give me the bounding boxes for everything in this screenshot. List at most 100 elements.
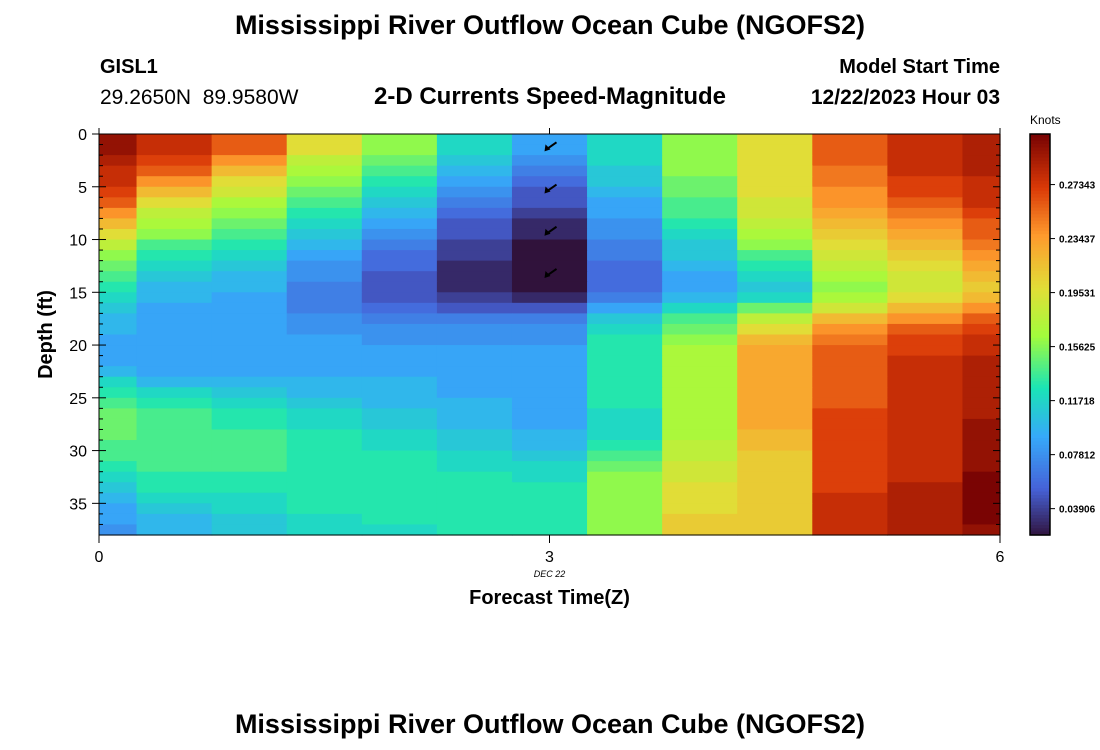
colorbar-segment — [1030, 150, 1050, 155]
heatmap-cell — [887, 345, 964, 357]
heatmap-cell — [887, 228, 964, 241]
y-tick-label: 5 — [78, 180, 87, 197]
heatmap-cell — [211, 323, 288, 336]
heatmap-cell — [436, 461, 513, 473]
colorbar-segment — [1030, 327, 1050, 332]
colorbar-segment — [1030, 184, 1050, 189]
heatmap-cell — [511, 134, 588, 146]
heatmap-cell — [662, 144, 738, 156]
heatmap-cell — [511, 492, 588, 504]
heatmap-cell — [99, 366, 138, 378]
heatmap-cell — [662, 513, 738, 526]
heatmap-cell — [286, 397, 363, 409]
colorbar-segment — [1030, 271, 1050, 275]
heatmap-cell — [211, 482, 288, 494]
heatmap-cell — [511, 450, 588, 462]
colorbar-tick-label: 0.03906 — [1059, 505, 1096, 516]
heatmap-cell — [211, 492, 288, 504]
heatmap-cell — [587, 228, 663, 241]
y-tick-label: 10 — [69, 233, 87, 250]
heatmap-cell — [812, 292, 888, 304]
heatmap-cell — [436, 450, 513, 462]
colorbar-segment — [1030, 264, 1050, 269]
heatmap-cell — [587, 482, 663, 494]
heatmap-cell — [962, 323, 1001, 336]
heatmap-cell — [587, 429, 663, 441]
heatmap-cell — [436, 302, 513, 314]
heatmap-cell — [136, 387, 213, 399]
heatmap-cell — [962, 524, 1001, 536]
heatmap-cell — [286, 492, 363, 504]
heatmap-cell — [361, 271, 438, 283]
heatmap-cell — [737, 292, 813, 304]
heatmap-cell — [662, 260, 738, 272]
heatmap-cell — [662, 408, 738, 420]
heatmap-cell — [587, 239, 663, 251]
heatmap-cell — [887, 366, 964, 378]
heatmap-cell — [99, 250, 138, 262]
heatmap-cell — [361, 165, 438, 177]
heatmap-cell — [211, 281, 288, 293]
heatmap-cell — [511, 250, 588, 262]
heatmap-cell — [812, 418, 888, 431]
colorbar-segment — [1030, 531, 1050, 536]
heatmap-cell — [887, 492, 964, 504]
heatmap-cell — [812, 155, 888, 167]
heatmap-cell — [511, 218, 588, 230]
heatmap-cell — [887, 503, 964, 515]
heatmap-cell — [436, 197, 513, 209]
heatmap-cell — [962, 176, 1001, 188]
heatmap-cell — [361, 387, 438, 399]
heatmap-cell — [286, 524, 363, 536]
heatmap-cell — [662, 376, 738, 388]
colorbar-segment — [1030, 438, 1050, 443]
heatmap-cell — [812, 334, 888, 346]
x-date-label: DEC 22 — [534, 569, 566, 579]
heatmap-cell — [436, 250, 513, 262]
colorbar-segment — [1030, 341, 1050, 346]
heatmap-cell — [887, 471, 964, 483]
heatmap-cell — [812, 513, 888, 526]
heatmap-cell — [99, 302, 138, 314]
colorbar-segment — [1030, 387, 1050, 392]
colorbar-segment — [1030, 267, 1050, 272]
y-tick-label: 15 — [69, 285, 87, 302]
station-id: GISL1 — [100, 56, 158, 78]
heatmap-cell — [737, 366, 813, 378]
heatmap-cell — [361, 461, 438, 473]
heatmap-cell — [587, 271, 663, 283]
heatmap-cell — [962, 461, 1001, 473]
heatmap-cell — [436, 292, 513, 304]
heatmap-cell — [211, 239, 288, 251]
heatmap-cell — [737, 228, 813, 241]
heatmap-cell — [136, 207, 213, 220]
heatmap-cell — [286, 366, 363, 378]
heatmap-cell — [812, 492, 888, 504]
heatmap-cell — [887, 429, 964, 441]
heatmap-cell — [587, 302, 663, 314]
heatmap-cell — [737, 260, 813, 272]
heatmap-cell — [436, 387, 513, 399]
heatmap-cell — [737, 397, 813, 409]
colorbar-segment — [1030, 297, 1050, 302]
heatmap-cell — [361, 429, 438, 441]
heatmap-cell — [887, 418, 964, 431]
heatmap-cell — [737, 334, 813, 346]
axes: 0 5 10 15 20 25 30 35 0 3 6 — [69, 127, 1004, 566]
heatmap-cell — [662, 366, 738, 378]
heatmap-cell — [587, 155, 663, 167]
heatmap-cell — [812, 228, 888, 241]
heatmap-cell — [812, 250, 888, 262]
heatmap-cell — [211, 186, 288, 198]
station-coordinates: 29.2650N 89.9580W — [100, 86, 299, 109]
colorbar-segment — [1030, 451, 1050, 456]
colorbar-segment — [1030, 511, 1050, 516]
heatmap-cell — [361, 228, 438, 241]
heatmap-cell — [361, 292, 438, 304]
colorbar-segment — [1030, 207, 1050, 212]
heatmap-cell — [99, 134, 138, 146]
colorbar-segment — [1030, 301, 1050, 306]
heatmap-cell — [511, 461, 588, 473]
colorbar-segment — [1030, 317, 1050, 322]
